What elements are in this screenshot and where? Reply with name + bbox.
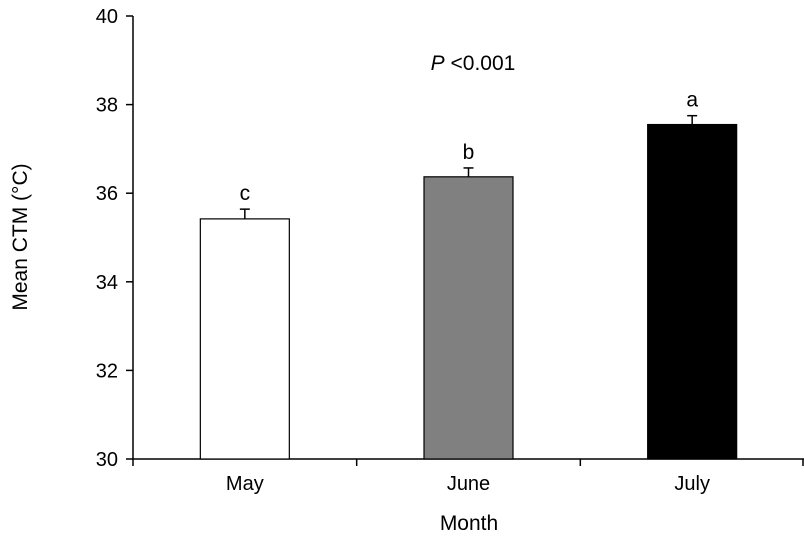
y-tick-label: 38 <box>96 95 118 117</box>
y-tick-label: 32 <box>96 360 118 382</box>
x-tick-label: May <box>226 473 264 495</box>
y-axis-title: Mean CTM (°C) <box>9 163 32 310</box>
bars: c May b June a July <box>199 89 738 495</box>
p-symbol: P <box>431 52 445 75</box>
x-axis-title: Month <box>440 512 498 535</box>
y-tick-label: 34 <box>96 272 118 294</box>
y-axis: 30 32 34 36 38 40 <box>96 6 134 471</box>
x-tick-label: July <box>674 473 710 495</box>
x-tick-label: June <box>447 473 490 495</box>
bar-july <box>647 123 738 460</box>
p-value-text: <0.001 <box>445 52 516 75</box>
significance-letter: c <box>240 182 251 205</box>
x-axis <box>132 458 804 466</box>
bar-may <box>199 218 290 460</box>
y-tick-label: 30 <box>96 449 118 471</box>
bar-june <box>423 176 514 460</box>
y-tick-label: 40 <box>96 6 118 28</box>
significance-letter: a <box>686 89 698 112</box>
y-tick-label: 36 <box>96 183 118 205</box>
p-value-annotation: P <0.001 <box>431 52 516 75</box>
significance-letter: b <box>463 141 475 164</box>
